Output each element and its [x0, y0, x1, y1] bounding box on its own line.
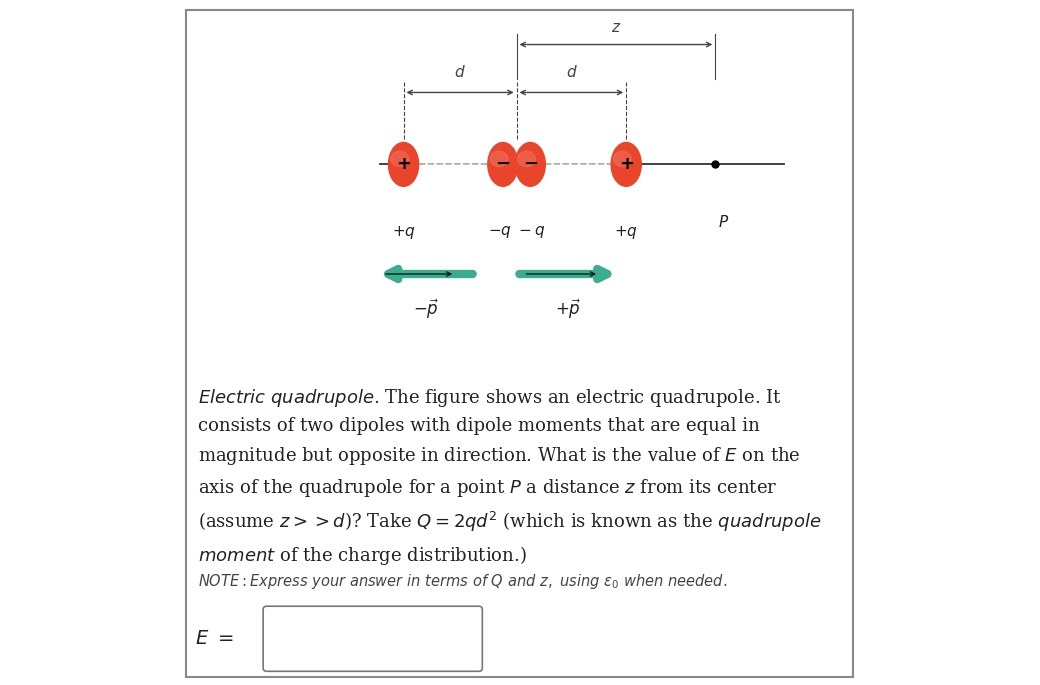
Ellipse shape	[490, 151, 509, 166]
Ellipse shape	[391, 151, 409, 166]
Text: $-\vec{p}$: $-\vec{p}$	[413, 298, 439, 321]
Text: $\mathit{NOTE: Express\ your\ answer\ in\ terms\ of\ Q\ and\ z,\ using}$ $\epsil: $\mathit{NOTE: Express\ your\ answer\ in…	[198, 572, 727, 591]
Text: +: +	[619, 155, 633, 173]
Text: $+q$: $+q$	[392, 224, 416, 241]
Text: $z$: $z$	[610, 20, 621, 35]
Text: +: +	[396, 155, 411, 173]
Text: $P$: $P$	[718, 214, 729, 229]
Text: −: −	[523, 155, 538, 173]
Ellipse shape	[488, 142, 518, 186]
Text: $\mathit{Electric\ quadrupole}$. The figure shows an electric quadrupole. It
con: $\mathit{Electric\ quadrupole}$. The fig…	[198, 387, 822, 566]
Text: $d$: $d$	[566, 64, 577, 80]
Text: −: −	[495, 155, 511, 173]
FancyBboxPatch shape	[263, 606, 483, 671]
Ellipse shape	[389, 142, 419, 186]
Text: $+q$: $+q$	[615, 224, 639, 241]
Text: $-q\ -q$: $-q\ -q$	[488, 224, 545, 240]
Text: $E\ =$: $E\ =$	[194, 630, 233, 648]
Ellipse shape	[515, 142, 545, 186]
Text: $+\vec{p}$: $+\vec{p}$	[555, 298, 581, 321]
Ellipse shape	[614, 151, 631, 166]
Ellipse shape	[612, 142, 642, 186]
Ellipse shape	[518, 151, 536, 166]
Text: $d$: $d$	[454, 64, 466, 80]
